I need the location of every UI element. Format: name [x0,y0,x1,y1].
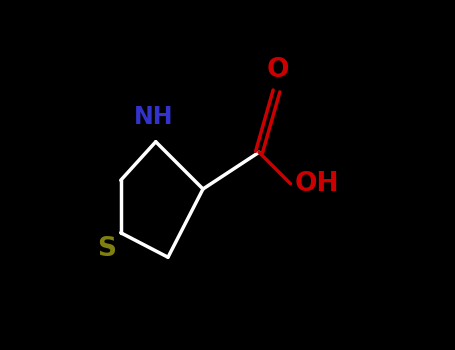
Text: NH: NH [134,105,174,129]
Text: O: O [267,57,289,83]
Text: OH: OH [294,171,339,197]
Text: S: S [97,236,116,261]
